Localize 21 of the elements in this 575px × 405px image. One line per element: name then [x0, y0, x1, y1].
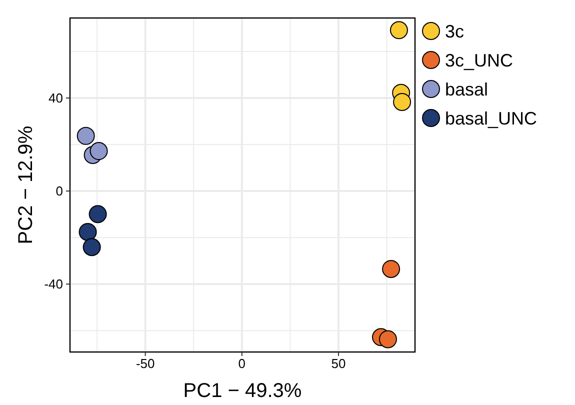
- legend-label: basal: [445, 79, 488, 100]
- legend-label: 3c: [445, 21, 464, 42]
- point: [90, 142, 108, 160]
- x-axis-title: PC1 − 49.3%: [183, 380, 302, 402]
- point: [378, 330, 397, 348]
- legend-label: 3c_UNC: [445, 50, 514, 70]
- x-tick-label: 0: [238, 356, 246, 371]
- point: [88, 205, 107, 224]
- y-tick-label: 0: [56, 184, 63, 199]
- x-tick-label: 50: [331, 356, 346, 371]
- point: [76, 126, 95, 145]
- y-tick-label: 40: [48, 90, 63, 106]
- point: [390, 21, 408, 40]
- legend-label: basal_UNC: [445, 108, 538, 128]
- point: [82, 238, 101, 256]
- y-tick-label: -40: [44, 276, 63, 292]
- point: [78, 222, 97, 241]
- point: [393, 92, 412, 111]
- y-axis-title: PC2 − 12.9%: [15, 126, 37, 244]
- x-tick-label: -50: [136, 356, 155, 371]
- point: [382, 260, 400, 278]
